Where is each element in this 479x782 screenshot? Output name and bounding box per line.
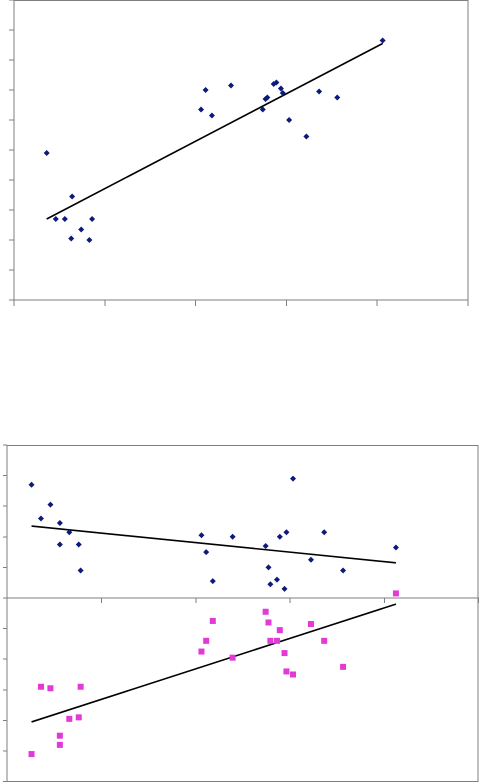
- chart1-data-point: [259, 106, 266, 113]
- chart2-square-point: [56, 741, 63, 748]
- chart2-square-point: [75, 714, 82, 721]
- chart1-data-point: [89, 216, 96, 222]
- chart2-square-point: [203, 637, 210, 644]
- chart2-trendline-square-series: [31, 603, 397, 723]
- chart2-square-point: [77, 683, 84, 690]
- chart2-square-point: [283, 668, 290, 675]
- chart1-data-point: [78, 226, 85, 233]
- chart2-diamond-point: [229, 533, 236, 540]
- chart2-plot-frame: [6, 445, 479, 782]
- chart2-square-point: [265, 619, 272, 626]
- chart2-diamond-point: [392, 544, 399, 551]
- lower-scatter-chart: [3, 444, 479, 782]
- chart2-diamond-point: [47, 501, 54, 508]
- chart2-square-point: [307, 621, 314, 628]
- chart2-square-point: [267, 637, 274, 644]
- chart1-data-point: [273, 79, 280, 86]
- chart2-diamond-point: [262, 542, 269, 549]
- chart1-data-point: [202, 87, 209, 93]
- chart2-square-point: [276, 627, 283, 634]
- chart1-data-point: [334, 94, 341, 101]
- chart1-data-point: [61, 216, 68, 222]
- chart1-plot-frame: [13, 0, 469, 301]
- chart1-data-point: [279, 90, 286, 96]
- chart2-diamond-point: [37, 515, 44, 522]
- chart1-data-point: [69, 193, 76, 200]
- chart2-diamond-point: [75, 541, 82, 548]
- chart2-diamond-point: [340, 567, 347, 574]
- chart1-data-point: [286, 117, 293, 123]
- chart2-square-point: [290, 671, 297, 678]
- chart2-square-point: [273, 637, 280, 644]
- chart2-diamond-point: [283, 529, 290, 536]
- chart2-diamond-point: [77, 567, 84, 574]
- chart1-data-point: [379, 37, 386, 44]
- chart2-square-point: [209, 617, 216, 624]
- chart2-square-point: [281, 650, 288, 657]
- chart2-diamond-point: [281, 585, 288, 592]
- chart2-diamond-point: [198, 532, 205, 539]
- chart2-square-point: [392, 590, 399, 597]
- chart1-data-point: [86, 237, 93, 243]
- chart2-square-point: [229, 654, 236, 661]
- chart1-trendline: [46, 42, 384, 220]
- chart1-data-point: [303, 133, 310, 140]
- chart2-square-point: [66, 715, 73, 722]
- chart1-data-point: [43, 150, 50, 156]
- chart2-diamond-point: [273, 576, 280, 583]
- chart1-data-point: [52, 216, 59, 222]
- chart2-square-point: [340, 663, 347, 670]
- chart1-data-point: [68, 235, 75, 242]
- chart2-diamond-point: [265, 564, 272, 571]
- chart2-trendline-diamond-series: [31, 525, 397, 564]
- chart1-data-point: [316, 88, 323, 95]
- chart2-diamond-point: [56, 541, 63, 548]
- chart2-square-point: [56, 732, 63, 739]
- chart2-diamond-point: [66, 529, 73, 536]
- chart2-diamond-point: [321, 529, 328, 536]
- chart2-diamond-point: [28, 481, 35, 488]
- chart2-diamond-point: [203, 549, 210, 556]
- upper-scatter-chart: [9, 0, 469, 306]
- chart2-square-point: [321, 637, 328, 644]
- chart2-diamond-point: [276, 533, 283, 540]
- chart2-diamond-point: [290, 475, 297, 482]
- chart1-data-point: [228, 82, 235, 89]
- chart2-square-point: [198, 648, 205, 655]
- chart1-data-point: [208, 112, 215, 119]
- chart2-diamond-point: [267, 581, 274, 588]
- chart2-square-point: [37, 683, 44, 690]
- chart1-data-point: [198, 106, 205, 113]
- chart2-diamond-point: [307, 556, 314, 563]
- chart2-square-point: [47, 685, 54, 692]
- chart1-data-point: [264, 94, 271, 101]
- chart2-square-point: [28, 751, 35, 758]
- chart2-diamond-point: [56, 520, 63, 527]
- chart2-square-point: [262, 608, 269, 615]
- chart2-diamond-point: [209, 578, 216, 585]
- chart1-data-point: [277, 85, 284, 92]
